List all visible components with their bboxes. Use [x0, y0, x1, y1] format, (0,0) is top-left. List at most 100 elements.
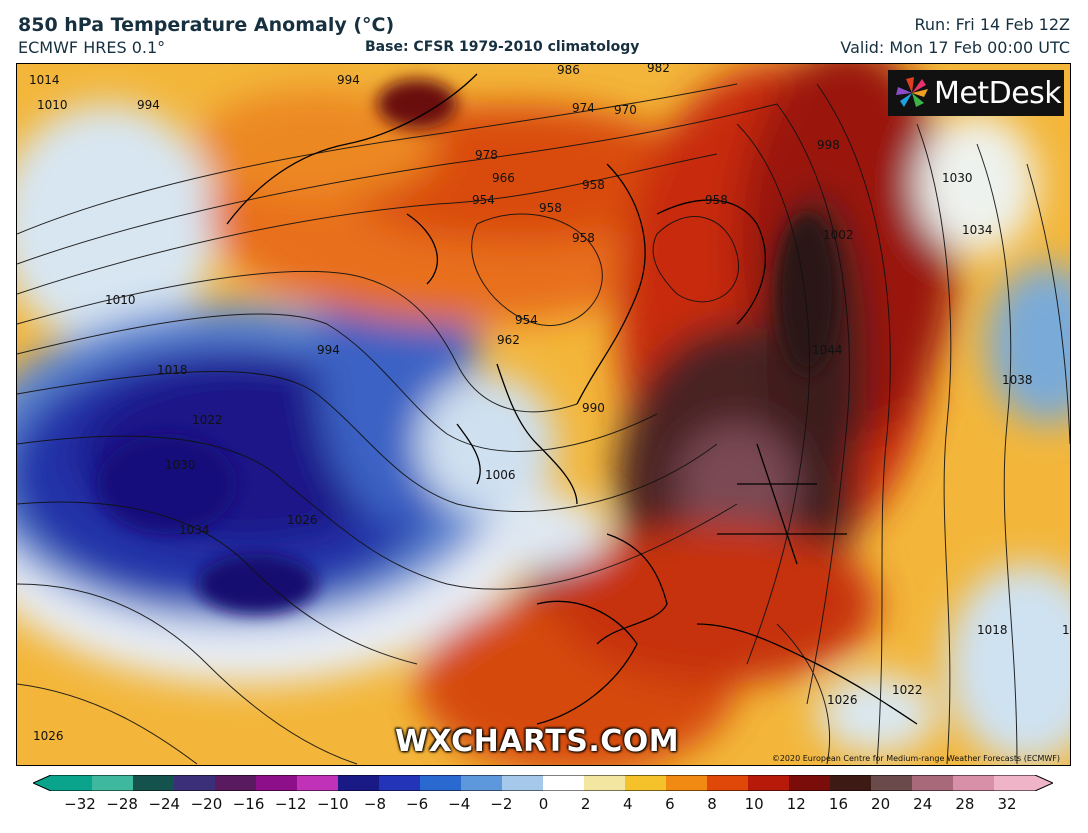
- colorbar-tick-label: −8: [363, 795, 387, 813]
- isobar-label: 966: [492, 171, 515, 185]
- isobar-label: 962: [497, 333, 520, 347]
- colorbar-segment: [256, 775, 298, 791]
- colorbar-tick-label: −24: [148, 795, 181, 813]
- isobar-label: 1002: [823, 228, 854, 242]
- colorbar-segment: [953, 775, 995, 791]
- isobar-label: 986: [557, 64, 580, 77]
- isobar-labels: 1014 1010 994 994 986 982 974 970 978 966 958 958 95…: [29, 64, 1070, 743]
- chart-title: 850 hPa Temperature Anomaly (°C): [18, 14, 395, 36]
- isobar-label: 1034: [179, 523, 210, 537]
- colorbar-tick-label: 4: [622, 795, 633, 813]
- colorbar-tick-label: −12: [274, 795, 307, 813]
- isobar-label: 994: [137, 98, 160, 112]
- isobar-label: 990: [582, 401, 605, 415]
- colorbar-tick-label: −28: [106, 795, 138, 813]
- colorbar-segment: [994, 775, 1036, 791]
- isobar-label: 994: [317, 343, 340, 357]
- isobar-label: 958: [705, 193, 728, 207]
- colorbar-segment: [912, 775, 954, 791]
- colorbar-segment: [379, 775, 421, 791]
- isobar-label: 958: [582, 178, 605, 192]
- colorbar-tick-label: 16: [828, 795, 848, 813]
- isobar-label: 1018: [157, 363, 188, 377]
- colorbar-tick-label: 24: [913, 795, 933, 813]
- colorbar-tick-label: 28: [955, 795, 975, 813]
- isobar-label: 954: [515, 313, 538, 327]
- colorbar-segment: [830, 775, 872, 791]
- colorbar-segment: [133, 775, 175, 791]
- isobar-label: 954: [472, 193, 495, 207]
- isobar-label: 974: [572, 101, 595, 115]
- run-time-label: Run: Fri 14 Feb 12Z: [914, 15, 1070, 34]
- isobar-label: 1030: [942, 171, 973, 185]
- colorbar-segment: [338, 775, 380, 791]
- colorbar-segment: [707, 775, 749, 791]
- colorbar-min-arrow: [33, 775, 51, 791]
- colorbar-tick-label: 8: [707, 795, 717, 813]
- colorbar-segment: [543, 775, 585, 791]
- colorbar-tick-label: −6: [406, 795, 429, 813]
- colorbar-segment: [297, 775, 339, 791]
- isobar-label: 1026: [827, 693, 858, 707]
- colorbar-tick-label: −4: [448, 795, 471, 813]
- temperature-anomaly-map[interactable]: 1014 1010 994 994 986 982 974 970 978 966 958 958 95…: [16, 63, 1071, 766]
- isobar-label: 1038: [1002, 373, 1033, 387]
- colorbar-segment: [461, 775, 503, 791]
- isobar-label: 1026: [287, 513, 318, 527]
- isobar-label: 1034: [962, 223, 993, 237]
- colorbar-tick-label: 2: [580, 795, 591, 813]
- colorbar-segment: [871, 775, 913, 791]
- isobar-label: 994: [337, 73, 360, 87]
- color-scale-bar: [33, 775, 1053, 791]
- colorbar-tick-label: −20: [190, 795, 223, 813]
- isobar-label: 958: [539, 201, 562, 215]
- colorbar-segment: [420, 775, 462, 791]
- colorbar-segment: [789, 775, 831, 791]
- colorbar-segment: [215, 775, 257, 791]
- isobar-label: 1014: [1062, 623, 1070, 637]
- logo-text: MetDesk: [934, 75, 1062, 111]
- color-scale-ticks: −32 −28 −24 −20 −16 −12 −10 −8 −6 −4 −2 0 2 4 6 8 10 12 16…: [0, 795, 1088, 817]
- wxcharts-watermark: WXCHARTS.COM: [395, 724, 680, 759]
- colorbar-tick-label: 6: [665, 795, 675, 813]
- isobar-label: 1044: [812, 343, 843, 357]
- colorbar-segment: [625, 775, 667, 791]
- map-canvas: 1014 1010 994 994 986 982 974 970 978 966 958 958 95…: [17, 64, 1070, 765]
- metdesk-pinwheel-icon: [896, 77, 928, 107]
- isobar-label: 1018: [977, 623, 1008, 637]
- isobar-label: 1014: [29, 73, 60, 87]
- colorbar-tick-label: −16: [232, 795, 265, 813]
- colorbar-segment: [502, 775, 544, 791]
- isobar-label: 958: [572, 231, 595, 245]
- copyright-note: ©2020 European Centre for Medium-range W…: [771, 754, 1060, 763]
- colorbar-tick-label: 20: [871, 795, 891, 813]
- isobar-label: 1010: [37, 98, 68, 112]
- colorbar-tick-label: 0: [538, 795, 549, 813]
- colorbar-max-arrow: [1035, 775, 1053, 791]
- valid-time-label: Valid: Mon 17 Feb 00:00 UTC: [840, 38, 1070, 57]
- isobar-label: 1006: [485, 468, 516, 482]
- colorbar-segment: [51, 775, 93, 791]
- colorbar-segment: [748, 775, 790, 791]
- isobar-label: 1022: [192, 413, 223, 427]
- colorbar-segment: [92, 775, 134, 791]
- isobar-label: 970: [614, 103, 637, 117]
- colorbar-tick-label: 10: [744, 795, 764, 813]
- isobar-label: 1022: [892, 683, 923, 697]
- colorbar-tick-label: 12: [786, 795, 806, 813]
- colorbar-tick-label: −32: [64, 795, 96, 813]
- isobar-label: 1030: [165, 458, 196, 472]
- isobar-label: 1010: [105, 293, 136, 307]
- colorbar-segment: [584, 775, 626, 791]
- colorbar-tick-label: 32: [997, 795, 1017, 813]
- isobar-label: 982: [647, 64, 670, 75]
- isobar-label: 998: [817, 138, 840, 152]
- isobar-label: 978: [475, 148, 498, 162]
- metdesk-logo: MetDesk: [888, 70, 1064, 116]
- colorbar-tick-label: −2: [490, 795, 513, 813]
- model-label: ECMWF HRES 0.1°: [18, 38, 166, 57]
- colorbar-segment: [666, 775, 708, 791]
- colorbar-segment: [174, 775, 216, 791]
- isobar-label: 1026: [33, 729, 64, 743]
- colorbar-tick-label: −10: [316, 795, 349, 813]
